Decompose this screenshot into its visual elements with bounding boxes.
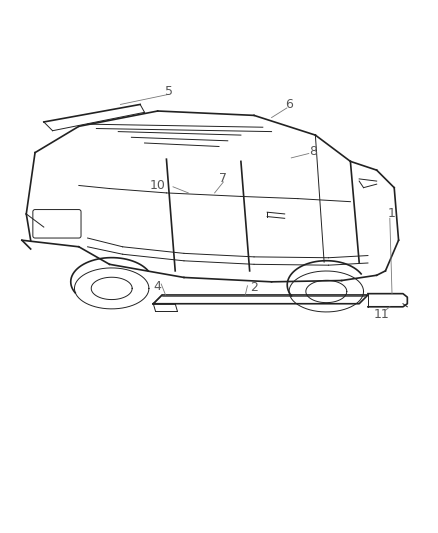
Text: 5: 5 <box>165 85 173 98</box>
Text: 2: 2 <box>250 281 258 294</box>
Text: 4: 4 <box>154 280 162 293</box>
Text: 8: 8 <box>309 146 317 158</box>
Text: 6: 6 <box>285 98 293 111</box>
Text: 7: 7 <box>219 172 227 185</box>
Text: 10: 10 <box>150 179 166 191</box>
Text: 11: 11 <box>373 308 389 321</box>
Text: 1: 1 <box>387 207 395 221</box>
